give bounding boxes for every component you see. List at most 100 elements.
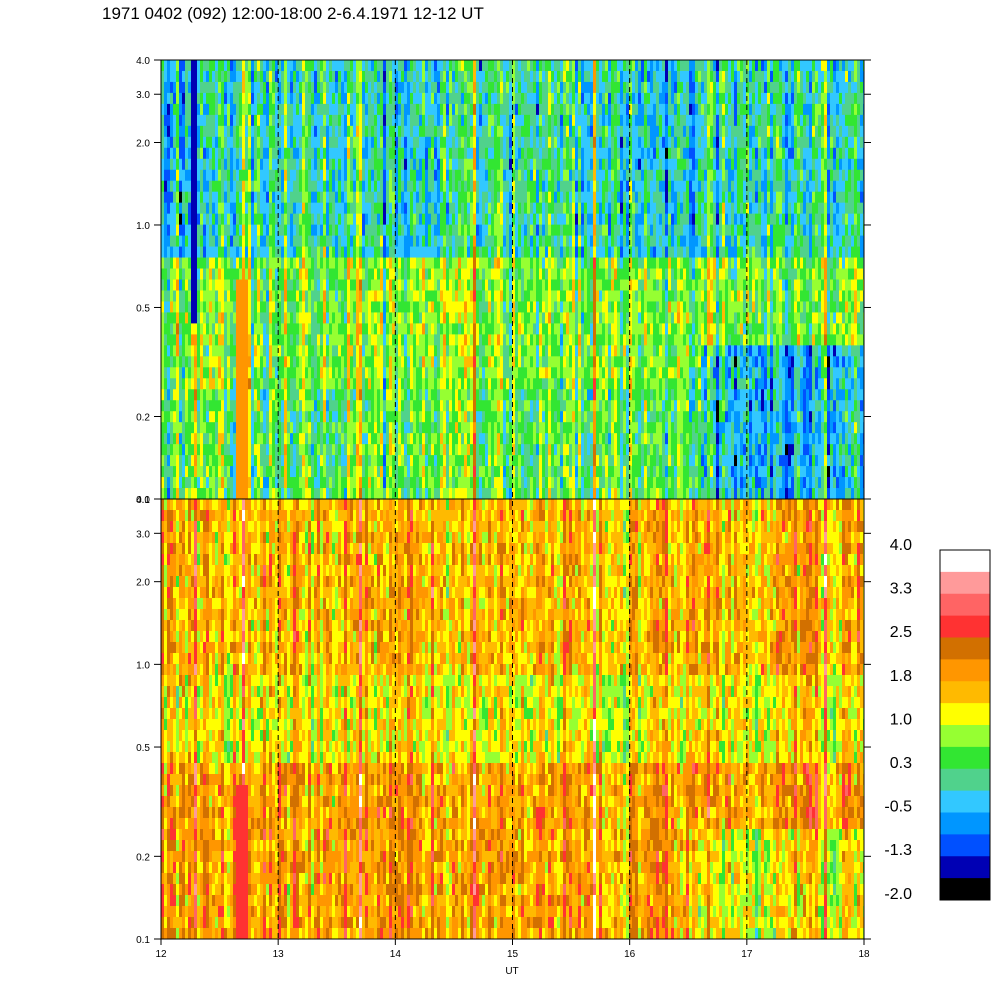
heatmap-cell: [302, 433, 305, 445]
heatmap-cell: [431, 81, 434, 94]
heatmap-cell: [188, 224, 191, 237]
heatmap-cell: [200, 334, 203, 346]
heatmap-cell: [299, 301, 302, 314]
heatmap-cell: [527, 488, 530, 499]
heatmap-cell: [368, 136, 371, 149]
heatmap-cell: [263, 268, 266, 281]
heatmap-cell: [179, 411, 182, 423]
heatmap-cell: [167, 92, 170, 105]
heatmap-cell: [521, 60, 524, 72]
heatmap-cell: [173, 345, 176, 357]
heatmap-cell: [437, 422, 440, 434]
heatmap-cell: [284, 378, 287, 390]
heatmap-cell: [479, 290, 482, 303]
heatmap-cell: [443, 246, 446, 259]
heatmap-cell: [254, 466, 257, 478]
heatmap-cell: [281, 169, 284, 182]
heatmap-cell: [449, 367, 452, 379]
heatmap-cell: [506, 367, 509, 379]
heatmap-cell: [296, 279, 299, 292]
heatmap-cell: [269, 334, 272, 346]
heatmap-cell: [320, 334, 323, 346]
heatmap-cell: [212, 477, 215, 489]
heatmap-cell: [494, 70, 497, 83]
heatmap-cell: [497, 235, 500, 248]
heatmap-cell: [311, 257, 314, 270]
heatmap-cell: [347, 323, 350, 335]
heatmap-cell: [164, 400, 167, 412]
heatmap-cell: [353, 279, 356, 292]
heatmap-cell: [197, 70, 200, 83]
heatmap-cell: [197, 466, 200, 478]
heatmap-cell: [230, 81, 233, 94]
heatmap-cell: [275, 92, 278, 105]
heatmap-cell: [476, 169, 479, 182]
heatmap-cell: [506, 70, 509, 83]
heatmap-cell: [197, 389, 200, 401]
heatmap-cell: [299, 224, 302, 237]
heatmap-cell: [281, 125, 284, 138]
heatmap-cell: [368, 191, 371, 204]
heatmap-cell: [437, 202, 440, 215]
heatmap-cell: [323, 180, 326, 193]
heatmap-cell: [287, 191, 290, 204]
heatmap-cell: [353, 202, 356, 215]
heatmap-cell: [233, 125, 236, 138]
heatmap-cell: [206, 92, 209, 105]
heatmap-cell: [227, 246, 230, 259]
heatmap-cell: [485, 103, 488, 116]
heatmap-cell: [404, 235, 407, 248]
heatmap-cell: [344, 400, 347, 412]
heatmap-cell: [488, 268, 491, 281]
heatmap-cell: [212, 70, 215, 83]
heatmap-cell: [167, 224, 170, 237]
heatmap-cell: [374, 488, 377, 499]
heatmap-cell: [449, 268, 452, 281]
heatmap-cell: [263, 202, 266, 215]
heatmap-cell: [284, 301, 287, 314]
heatmap-cell: [464, 213, 467, 226]
heatmap-cell: [476, 345, 479, 357]
heatmap-cell: [416, 279, 419, 292]
heatmap-cell: [446, 422, 449, 434]
heatmap-cell: [407, 378, 410, 390]
heatmap-cell: [263, 224, 266, 237]
heatmap-cell: [410, 147, 413, 160]
heatmap-cell: [482, 60, 485, 72]
heatmap-cell: [248, 378, 251, 390]
heatmap-cell: [521, 378, 524, 390]
heatmap-cell: [446, 389, 449, 401]
heatmap-cell: [374, 301, 377, 314]
heatmap-cell: [488, 279, 491, 292]
heatmap-cell: [362, 433, 365, 445]
heatmap-cell: [512, 235, 515, 248]
heatmap-cell: [356, 224, 359, 237]
heatmap-cell: [353, 378, 356, 390]
heatmap-cell: [290, 389, 293, 401]
heatmap-cell: [380, 224, 383, 237]
heatmap-cell: [521, 147, 524, 160]
heatmap-cell: [191, 213, 194, 226]
heatmap-cell: [374, 224, 377, 237]
heatmap-cell: [476, 158, 479, 171]
heatmap-cell: [506, 235, 509, 248]
heatmap-cell: [257, 334, 260, 346]
heatmap-cell: [530, 114, 533, 127]
heatmap-cell: [533, 378, 536, 390]
heatmap-cell: [227, 92, 230, 105]
heatmap-cell: [266, 114, 269, 127]
heatmap-cell: [488, 81, 491, 94]
heatmap-cell: [179, 147, 182, 160]
heatmap-cell: [227, 301, 230, 314]
heatmap-cell: [335, 60, 338, 72]
heatmap-cell: [506, 378, 509, 390]
heatmap-cell: [197, 400, 200, 412]
heatmap-cell: [272, 92, 275, 105]
heatmap-cell: [350, 400, 353, 412]
heatmap-cell: [245, 312, 248, 324]
heatmap-cell: [296, 257, 299, 270]
heatmap-cell: [218, 455, 221, 467]
heatmap-cell: [434, 235, 437, 248]
heatmap-cell: [407, 411, 410, 423]
heatmap-cell: [386, 488, 389, 499]
